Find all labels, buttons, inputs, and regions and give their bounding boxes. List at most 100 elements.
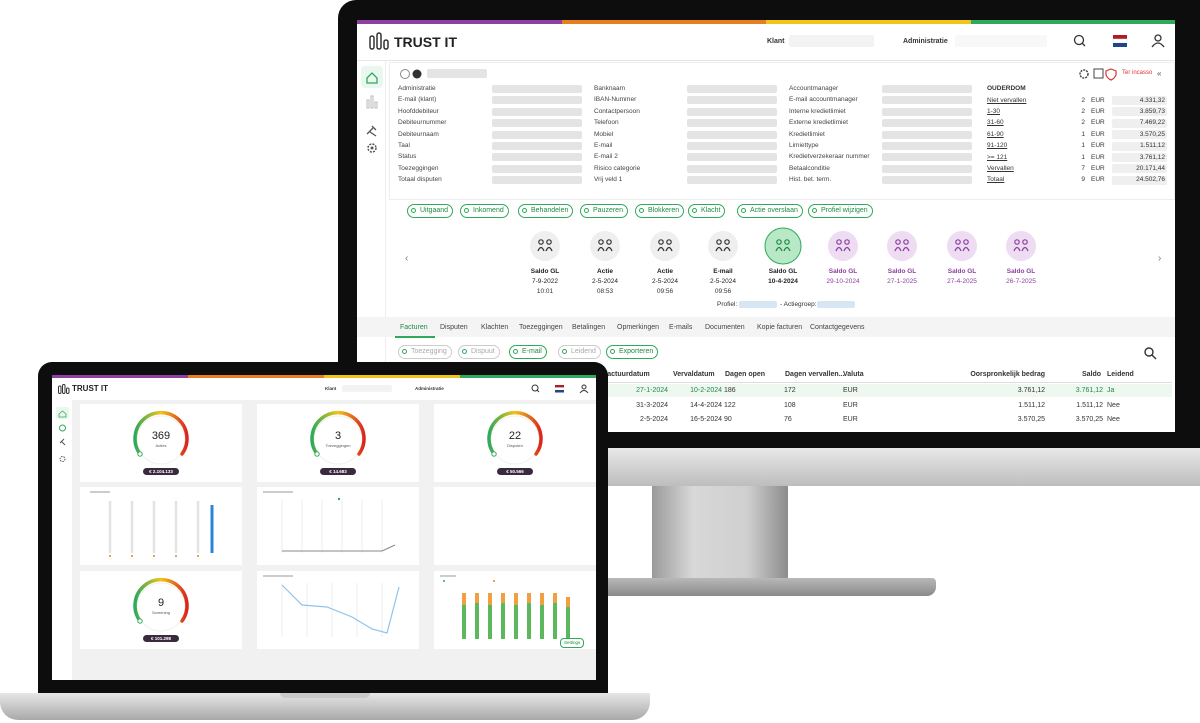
field-label: IBAN-Nummer [594,96,637,104]
toolbar-button[interactable]: Exporteren [606,345,659,359]
column-header[interactable]: Saldo [1081,371,1101,378]
timeline-date: 2-5-2024 [651,278,679,285]
table-cell: 3.761,12 [1075,387,1103,394]
tab[interactable]: Betalingen [572,324,606,331]
timeline-node[interactable] [525,226,565,266]
gauge-face [136,582,186,632]
aging-amount: 3.570,25 [1139,130,1165,138]
aging-label[interactable]: Totaal [987,176,1005,184]
action-button[interactable]: Pauzeren [580,204,628,218]
aging-label[interactable]: Niet vervallen [987,96,1027,104]
timeline-node[interactable] [882,226,922,266]
toolbar-button[interactable]: Leidend [558,345,601,359]
field-label: Totaal disputen [398,176,442,184]
column-header[interactable]: Oorspronkelijk bedrag [970,371,1045,378]
aging-value-bg [1112,96,1167,105]
timeline-node[interactable] [942,226,982,266]
column-header[interactable]: Factuurdatum [603,371,650,378]
profile-label: Profiel: [717,301,738,308]
action-button[interactable]: Klacht [688,204,726,218]
administratie-select[interactable] [955,35,1047,47]
timeline-time: 09:56 [656,288,674,295]
sidebar-divider [385,61,386,432]
mini-line-chart [263,491,396,553]
next-arrow[interactable]: › [1158,253,1162,264]
timeline-node[interactable] [645,226,685,266]
tab[interactable]: E-mails [669,324,693,331]
aging-value-bg [1112,164,1167,174]
collapse-icon[interactable]: « [1157,69,1162,78]
node-circle [530,231,560,261]
node-circle [708,231,738,261]
action-button[interactable]: Uitgaand [407,204,454,218]
table-cell: Nee [1107,401,1120,409]
timeline-date: 27-1-2025 [887,278,917,285]
gauge-face [136,415,186,465]
tab[interactable]: Klachten [481,324,509,331]
action-button[interactable]: Profiel wijzigen [808,204,873,218]
aging-count: 1 [1081,142,1085,150]
aging-label[interactable]: 31-60 [987,119,1004,127]
node-icon [658,239,664,245]
column-header[interactable]: Dagen open [725,371,766,378]
tab[interactable]: Kopie facturen [757,324,803,331]
field-label: E-mail [594,142,613,149]
aging-label[interactable]: Vervallen [987,164,1014,172]
field-label: Externe kredietlimiet [789,119,848,127]
tab[interactable]: Opmerkingen [617,324,660,331]
toolbar-button[interactable]: Dispuut [458,345,500,359]
aging-label[interactable]: 1-30 [987,107,1001,115]
status-label: Ter incasso [1122,70,1153,76]
table-cell: EUR [843,387,858,394]
aging-currency: EUR [1091,107,1105,115]
tab[interactable]: Toezeggingen [519,324,563,331]
column-header[interactable]: Dagen vervallen... [785,371,845,378]
tab[interactable]: Disputen [440,324,468,331]
dashboard-panel [80,487,242,565]
action-button[interactable]: Actie overslaan [737,204,803,218]
node-icon [954,246,970,252]
timeline-node[interactable] [1001,226,1041,266]
klant-select[interactable] [789,35,874,47]
aging-label[interactable]: 91-120 [987,142,1008,150]
search-icon[interactable] [1143,346,1157,360]
prev-arrow[interactable]: ‹ [405,253,409,264]
gauge-label: Acties [155,443,167,448]
timeline-time: 08:53 [596,288,614,295]
field-label: Betaalconditie [789,164,830,172]
action-button[interactable]: Inkomend [460,204,509,218]
timeline-node[interactable] [823,226,863,266]
settings-button[interactable]: Settings [560,638,585,648]
tab[interactable]: Documenten [705,324,745,331]
aging-currency: EUR [1091,142,1105,150]
node-icon [606,239,612,245]
tab[interactable]: Contactgegevens [810,324,865,331]
node-icon [836,239,842,245]
action-button[interactable]: Behandelen [518,204,574,218]
field-value [687,130,777,139]
field-value [882,142,972,150]
action-button[interactable]: Blokkeren [635,204,685,218]
timeline-node[interactable] [703,226,743,266]
toolbar-button[interactable]: E-mail [509,345,547,359]
toolbar-button[interactable]: Toezegging [398,345,452,359]
timeline-date: 2-5-2024 [709,278,737,285]
aging-label[interactable]: >= 121 [987,153,1008,161]
klant-select[interactable] [342,385,392,392]
timeline-node[interactable] [585,226,625,266]
field-value [687,142,777,150]
aging-label[interactable]: 61-90 [987,130,1004,138]
aging-amount: 24.502,76 [1136,176,1165,184]
timeline-node[interactable] [763,226,803,266]
timeline-title: Saldo GL [887,268,917,275]
field-label: Contactpersoon [594,107,640,115]
aging-count: 1 [1081,130,1085,138]
gauge-label: Toezeggingen [325,443,351,448]
field-value [492,130,582,139]
column-header[interactable]: Leidend [1107,371,1134,378]
column-header[interactable]: Vervaldatum [673,371,715,378]
column-header[interactable]: Valuta [843,371,864,378]
tab[interactable]: Facturen [400,324,428,331]
node-icon [1014,239,1020,245]
